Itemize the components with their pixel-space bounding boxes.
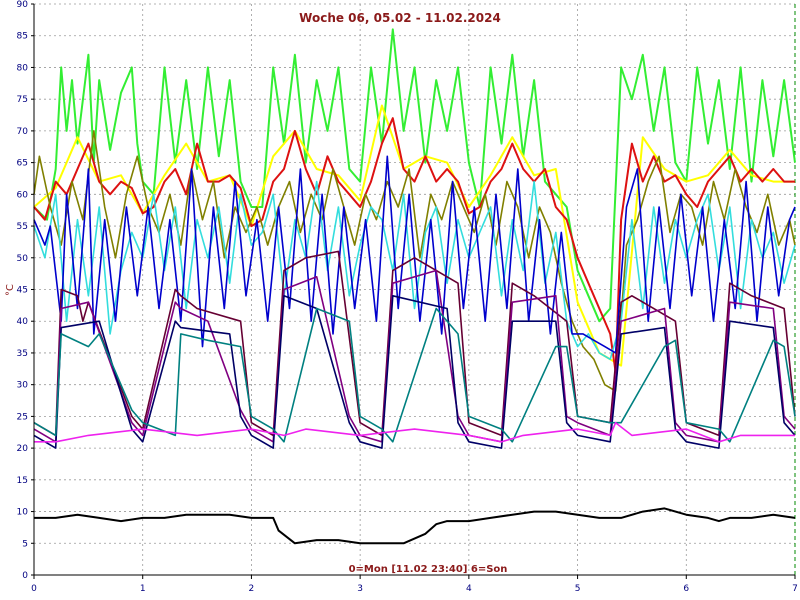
series-line-12 bbox=[34, 507, 796, 545]
series-line-9 bbox=[33, 294, 796, 449]
x-tick-label: 3 bbox=[357, 584, 363, 594]
y-tick-label: 55 bbox=[17, 222, 28, 232]
x-tick-label: 5 bbox=[575, 584, 581, 594]
y-tick-label: 30 bbox=[17, 381, 29, 391]
y-tick-label: 25 bbox=[17, 412, 28, 422]
series-line-11 bbox=[34, 421, 795, 443]
x-tick-label: 1 bbox=[140, 584, 146, 594]
chart-caption: 0=Mon [11.02 23:40] 6=Son bbox=[349, 564, 508, 575]
series-layer bbox=[33, 28, 796, 545]
series-line-6 bbox=[33, 155, 796, 354]
y-tick-label: 80 bbox=[17, 63, 29, 73]
series-line-3 bbox=[33, 117, 795, 373]
series-line-8 bbox=[33, 269, 796, 443]
y-tick-label: 75 bbox=[17, 95, 28, 105]
series-line-1 bbox=[33, 28, 796, 323]
series-line-7 bbox=[33, 250, 796, 437]
grid bbox=[34, 3, 796, 575]
y-tick-label: 85 bbox=[17, 32, 28, 42]
y-tick-label: 50 bbox=[17, 254, 29, 264]
y-tick-label: 40 bbox=[17, 317, 29, 327]
y-tick-label: 70 bbox=[17, 127, 29, 137]
y-tick-label: 15 bbox=[17, 476, 28, 486]
y-tick-label: 5 bbox=[22, 539, 28, 549]
series-line-4 bbox=[33, 130, 796, 392]
x-tick-label: 7 bbox=[792, 584, 798, 594]
series-line-10 bbox=[33, 307, 796, 443]
y-tick-label: 0 bbox=[22, 571, 28, 581]
y-tick-label: 60 bbox=[17, 190, 29, 200]
y-tick-label: 35 bbox=[17, 349, 28, 359]
series-line-5 bbox=[33, 180, 796, 361]
series-line-2 bbox=[33, 104, 795, 367]
x-tick-label: 6 bbox=[683, 584, 689, 594]
x-tick-label: 2 bbox=[249, 584, 255, 594]
chart-title: Woche 06, 05.02 - 11.02.2024 bbox=[299, 11, 501, 25]
x-tick-label: 4 bbox=[466, 584, 472, 594]
y-tick-label: 45 bbox=[17, 286, 28, 296]
y-tick-label: 20 bbox=[17, 444, 29, 454]
y-tick-label: 10 bbox=[17, 508, 29, 518]
y-tick-label: 90 bbox=[17, 0, 29, 10]
x-tick-label: 0 bbox=[31, 584, 37, 594]
y-axis-label: °C bbox=[5, 284, 16, 296]
y-tick-label: 65 bbox=[17, 159, 28, 169]
